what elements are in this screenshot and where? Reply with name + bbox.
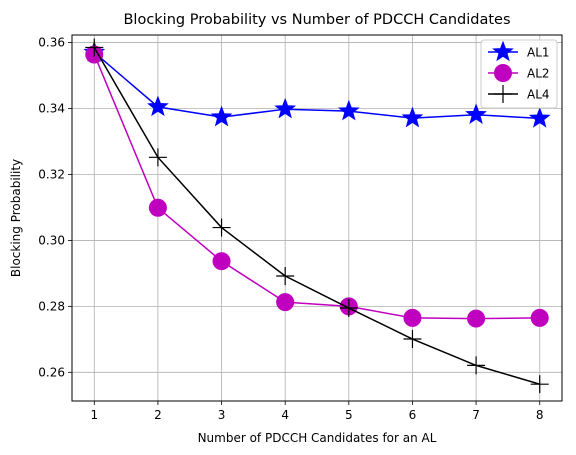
x-axis-label: Number of PDCCH Candidates for an AL <box>198 431 437 445</box>
y-tick-label: 0.28 <box>38 299 65 313</box>
y-tick-label: 0.36 <box>38 36 65 50</box>
legend: AL1 AL2 AL4 <box>480 39 558 109</box>
data-point <box>212 252 231 271</box>
data-point <box>530 308 549 327</box>
legend-entry-al4: AL4 <box>488 85 550 103</box>
x-tick-label: 6 <box>409 408 417 422</box>
x-tick-label: 1 <box>90 408 98 422</box>
x-tick-label: 5 <box>345 408 353 422</box>
data-point <box>212 218 231 237</box>
series-al2 <box>85 45 549 328</box>
data-point <box>401 106 424 128</box>
data-point <box>530 375 549 394</box>
y-tick-label: 0.26 <box>38 365 65 379</box>
series-al4 <box>85 38 549 394</box>
data-point <box>85 38 104 57</box>
data-point <box>403 330 422 349</box>
legend-marker <box>494 64 512 82</box>
data-point <box>467 356 486 375</box>
x-tick-label: 2 <box>154 408 162 422</box>
data-point <box>528 106 551 128</box>
legend-label: AL4 <box>527 88 550 102</box>
legend-label: AL2 <box>527 67 550 81</box>
series-al1 <box>83 41 551 128</box>
x-tick-label: 7 <box>472 408 480 422</box>
y-tick-label: 0.32 <box>38 167 65 181</box>
data-point <box>274 97 297 119</box>
y-tick-label: 0.30 <box>38 233 65 247</box>
legend-marker <box>492 40 514 62</box>
data-point <box>276 267 295 286</box>
legend-marker <box>494 85 512 103</box>
series-line <box>93 54 540 320</box>
data-point <box>276 293 295 312</box>
data-point <box>337 99 360 121</box>
data-point <box>465 103 487 125</box>
x-tick-label: 8 <box>536 408 544 422</box>
data-point <box>147 95 169 117</box>
legend-entry-al1: AL1 <box>488 40 550 62</box>
series-line <box>93 51 540 120</box>
y-ticks: 0.26 0.28 0.30 0.32 0.34 0.36 <box>38 36 72 379</box>
data-point <box>148 198 167 217</box>
x-tick-label: 4 <box>281 408 289 422</box>
data-point <box>339 299 358 318</box>
legend-entry-al2: AL2 <box>488 64 550 82</box>
series-layer <box>83 38 551 394</box>
data-point <box>148 148 167 167</box>
x-tick-label: 3 <box>218 408 226 422</box>
grid <box>72 35 562 401</box>
plot-frame <box>71 34 563 402</box>
x-ticks: 1 2 3 4 5 6 7 8 <box>90 401 544 422</box>
y-tick-label: 0.34 <box>38 102 65 116</box>
y-axis-label: Blocking Probability <box>9 159 23 277</box>
chart-title: Blocking Probability vs Number of PDCCH … <box>123 12 510 28</box>
data-point <box>403 308 422 327</box>
series-line <box>93 47 540 385</box>
data-point <box>210 105 233 127</box>
data-point <box>467 309 486 328</box>
legend-label: AL1 <box>527 46 550 60</box>
